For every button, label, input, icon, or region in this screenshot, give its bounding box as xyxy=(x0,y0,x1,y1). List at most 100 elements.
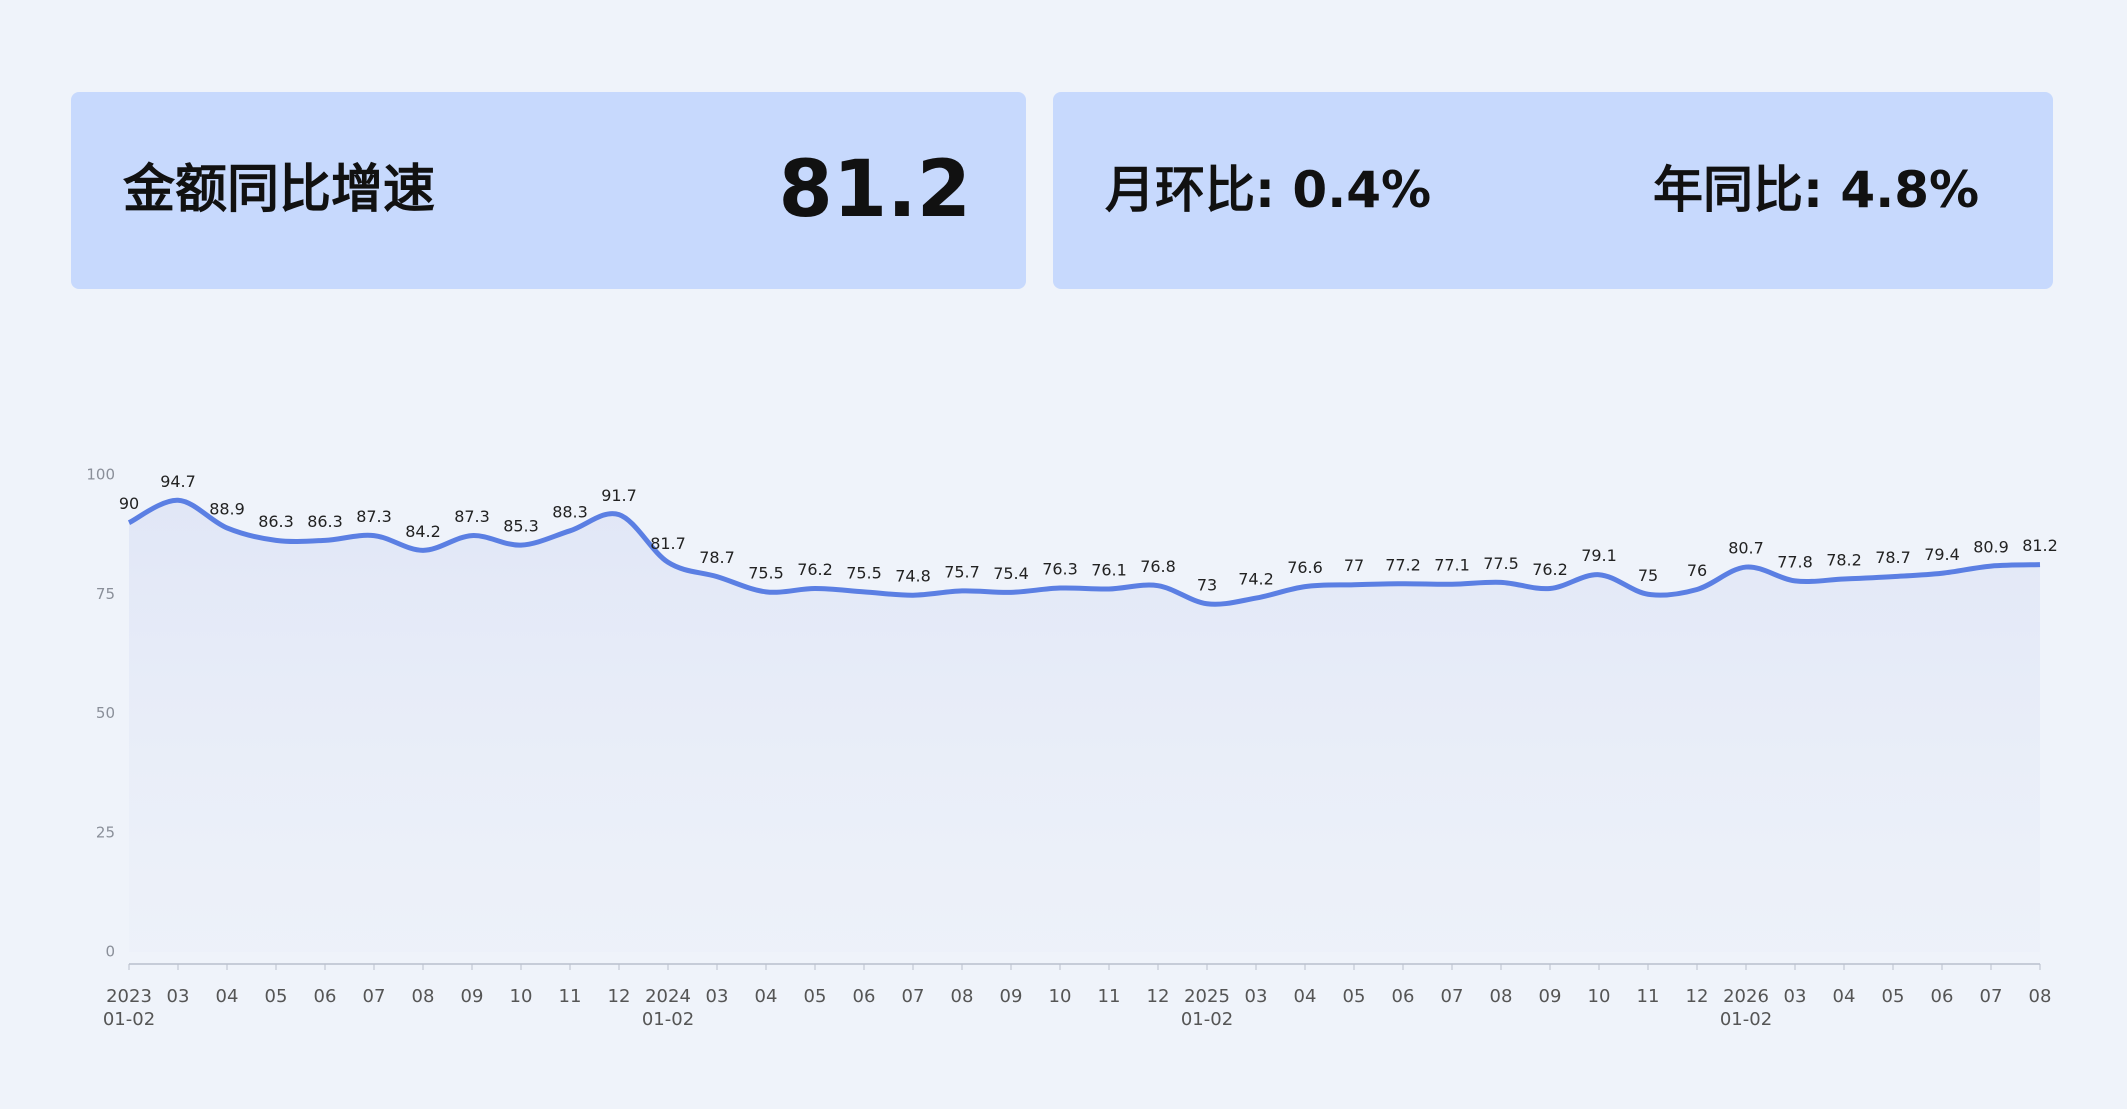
data-label: 78.7 xyxy=(699,548,735,567)
data-label: 77.1 xyxy=(1434,556,1470,575)
x-tick-label: 06 xyxy=(1931,986,1954,1007)
data-label: 76.2 xyxy=(1532,560,1568,579)
data-label: 79.1 xyxy=(1581,546,1617,565)
x-tick-label: 09 xyxy=(1539,986,1562,1007)
x-tick-label: 01-02 xyxy=(1181,1009,1233,1030)
y-tick-label: 0 xyxy=(105,943,115,961)
data-label: 75.5 xyxy=(748,563,784,582)
x-tick-label: 07 xyxy=(902,986,925,1007)
x-tick-label: 2026 xyxy=(1723,986,1769,1007)
x-tick-label: 10 xyxy=(1588,986,1611,1007)
data-label: 73 xyxy=(1197,575,1217,594)
data-label: 88.3 xyxy=(552,502,588,521)
x-tick-label: 04 xyxy=(755,986,778,1007)
data-label: 80.9 xyxy=(1973,538,2009,557)
data-label: 81.7 xyxy=(650,534,686,553)
kpi-value: 0.4% xyxy=(1292,161,1432,219)
x-tick-label: 06 xyxy=(314,986,337,1007)
x-tick-label: 03 xyxy=(706,986,729,1007)
kpi-title: 金额同比增速 xyxy=(123,160,436,220)
y-tick-label: 50 xyxy=(96,704,115,722)
data-label: 76.8 xyxy=(1140,557,1176,576)
data-label: 79.4 xyxy=(1924,545,1960,564)
data-label: 75.7 xyxy=(944,562,980,581)
data-label: 86.3 xyxy=(307,512,343,531)
x-tick-label: 05 xyxy=(804,986,827,1007)
x-tick-label: 12 xyxy=(1686,986,1709,1007)
x-tick-label: 11 xyxy=(1098,986,1121,1007)
data-label: 74.8 xyxy=(895,567,931,586)
y-tick-label: 25 xyxy=(96,823,115,841)
data-label: 87.3 xyxy=(454,507,490,526)
kpi-yoy: 年同比: 4.8% xyxy=(1653,92,1979,289)
area xyxy=(129,500,2040,952)
data-label: 91.7 xyxy=(601,486,637,505)
x-tick-label: 08 xyxy=(951,986,974,1007)
x-tick-label: 2023 xyxy=(106,986,152,1007)
line xyxy=(127,497,2041,607)
data-label: 86.3 xyxy=(258,512,294,531)
x-tick-label: 07 xyxy=(363,986,386,1007)
x-tick-label: 04 xyxy=(1833,986,1856,1007)
data-label: 78.2 xyxy=(1826,550,1862,569)
kpi-value: 81.2 xyxy=(778,145,971,235)
x-tick-label: 07 xyxy=(1980,986,2003,1007)
x-tick-label: 03 xyxy=(167,986,190,1007)
x-tick-label: 08 xyxy=(1490,986,1513,1007)
x-tick-label: 12 xyxy=(1147,986,1170,1007)
data-label: 77.5 xyxy=(1483,554,1519,573)
x-tick-label: 05 xyxy=(265,986,288,1007)
data-label: 76.1 xyxy=(1091,561,1127,580)
kpi-mom: 月环比: 0.4% xyxy=(1105,92,1431,289)
data-label: 80.7 xyxy=(1728,539,1764,558)
x-tick-label: 05 xyxy=(1882,986,1905,1007)
x-tick-label: 07 xyxy=(1441,986,1464,1007)
x-tick-label: 12 xyxy=(608,986,631,1007)
data-label: 94.7 xyxy=(160,472,196,491)
data-label: 81.2 xyxy=(2022,536,2058,555)
x-tick-label: 09 xyxy=(461,986,484,1007)
kpi-value: 4.8% xyxy=(1840,161,1980,219)
y-tick-label: 100 xyxy=(86,466,115,484)
y-tick-label: 75 xyxy=(96,585,115,603)
x-tick-label: 11 xyxy=(1637,986,1660,1007)
data-label: 90 xyxy=(119,494,139,513)
x-tick-label: 2024 xyxy=(645,986,691,1007)
x-tick-label: 03 xyxy=(1784,986,1807,1007)
kpi-card: 月环比: 0.4% 年同比: 4.8% xyxy=(1053,92,2053,289)
x-tick-label: 04 xyxy=(216,986,239,1007)
data-label: 74.2 xyxy=(1238,570,1274,589)
x-tick-label: 11 xyxy=(559,986,582,1007)
data-label: 76 xyxy=(1687,561,1707,580)
data-label: 75 xyxy=(1638,566,1658,585)
data-label: 76.6 xyxy=(1287,558,1323,577)
x-tick-label: 08 xyxy=(2029,986,2052,1007)
data-label: 84.2 xyxy=(405,522,441,541)
x-tick-label: 2025 xyxy=(1184,986,1230,1007)
x-tick-label: 08 xyxy=(412,986,435,1007)
data-label: 87.3 xyxy=(356,507,392,526)
data-label: 88.9 xyxy=(209,499,245,518)
x-tick-label: 09 xyxy=(1000,986,1023,1007)
x-tick-label: 10 xyxy=(1049,986,1072,1007)
data-label: 76.3 xyxy=(1042,560,1078,579)
data-label: 78.7 xyxy=(1875,548,1911,567)
kpi-label: 年同比: xyxy=(1653,161,1823,219)
data-label: 77.8 xyxy=(1777,552,1813,571)
x-tick-label: 10 xyxy=(510,986,533,1007)
kpi-card: 金额同比增速 81.2 xyxy=(71,92,1026,289)
x-tick-label: 01-02 xyxy=(1720,1009,1772,1030)
data-label: 76.2 xyxy=(797,560,833,579)
data-label: 77.2 xyxy=(1385,555,1421,574)
data-label: 77 xyxy=(1344,556,1364,575)
x-tick-label: 04 xyxy=(1294,986,1317,1007)
data-label: 85.3 xyxy=(503,517,539,536)
x-tick-label: 06 xyxy=(853,986,876,1007)
x-tick-label: 01-02 xyxy=(642,1009,694,1030)
x-tick-label: 01-02 xyxy=(103,1009,155,1030)
kpi-label: 月环比: xyxy=(1105,161,1275,219)
x-tick-label: 06 xyxy=(1392,986,1415,1007)
data-label: 75.4 xyxy=(993,564,1029,583)
